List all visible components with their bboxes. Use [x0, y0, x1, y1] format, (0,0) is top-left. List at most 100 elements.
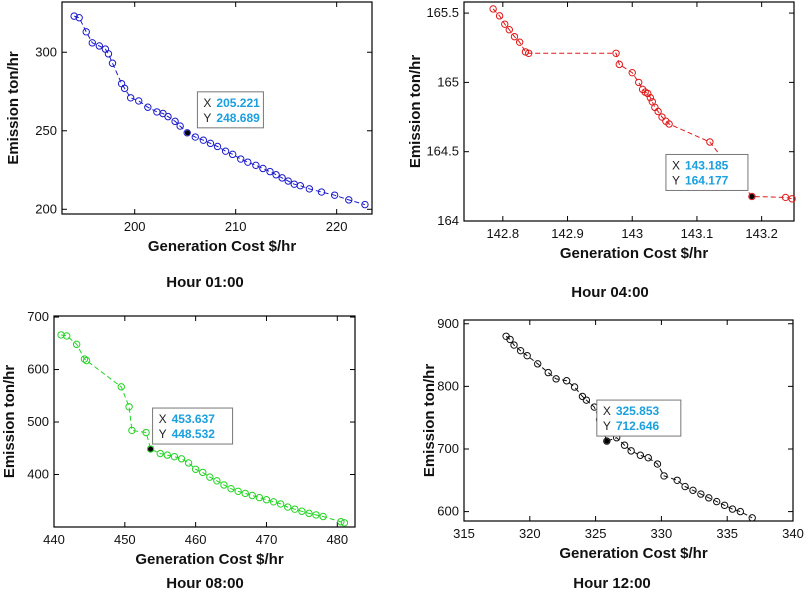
pareto-point: [117, 383, 125, 391]
x-axis-label: Generation Cost $/hr: [135, 551, 284, 568]
pareto-point: [489, 5, 497, 13]
subplot-2: 142.8 142.9 143 143.1 143.2 164 164.5 165 165.5 G…: [407, 1, 796, 301]
pareto-point: [728, 505, 737, 513]
data-tip-x-key: X: [672, 158, 680, 172]
data-cursor-marker[interactable]: [184, 130, 191, 136]
data-tip-x-key: X: [203, 96, 211, 110]
pareto-point: [262, 496, 271, 504]
y-tick-label: 400: [27, 467, 49, 482]
pareto-point: [276, 500, 285, 508]
pareto-point: [523, 351, 531, 360]
hour-caption: Hour 04:00: [571, 284, 649, 301]
pareto-point: [515, 38, 524, 46]
data-tip-box[interactable]: [152, 407, 234, 445]
pareto-point: [164, 112, 172, 121]
data-tip-box[interactable]: [665, 153, 749, 191]
pareto-point: [305, 185, 314, 193]
pareto-point: [63, 332, 71, 340]
y-tick-label: 164.5: [426, 144, 459, 159]
pareto-point: [104, 50, 113, 58]
data-cursor-marker[interactable]: [147, 446, 154, 452]
data-tip-y-key: Y: [159, 427, 167, 441]
pareto-point: [654, 107, 662, 116]
pareto-point: [788, 195, 796, 203]
pareto-point: [552, 375, 560, 383]
data-tip-y-key: Y: [603, 419, 611, 433]
pareto-point: [603, 437, 611, 445]
pareto-point: [213, 477, 221, 485]
pareto-point: [284, 177, 292, 185]
plot-area-frame: [53, 315, 356, 528]
x-tick-label: 142.8: [487, 226, 520, 241]
pareto-point: [305, 509, 313, 518]
pareto-point: [689, 486, 697, 495]
pareto-point: [748, 514, 756, 522]
y-tick-label: 800: [437, 378, 459, 393]
pareto-point: [562, 377, 571, 385]
data-tip-y-value: 248.689: [216, 111, 260, 125]
x-tick-label: 143.2: [745, 226, 778, 241]
x-tick-label: 142.9: [551, 226, 584, 241]
pareto-point: [712, 497, 721, 506]
plot-area-frame: [61, 1, 373, 215]
pareto-point: [248, 491, 257, 500]
data-cursor-marker[interactable]: [604, 438, 610, 444]
plot-area-frame: [463, 1, 795, 222]
x-tick-label: 200: [124, 219, 146, 234]
pareto-point: [697, 490, 705, 498]
x-tick-label: 210: [225, 219, 247, 234]
pareto-point: [80, 355, 89, 363]
pareto-point: [501, 20, 509, 28]
hour-caption: Hour 08:00: [166, 575, 244, 592]
pareto-point: [75, 14, 83, 22]
pareto-point: [206, 139, 215, 148]
y-tick-label: 500: [27, 414, 49, 429]
pareto-point: [646, 93, 655, 102]
x-tick-label: 450: [114, 532, 136, 547]
pareto-point: [278, 174, 286, 182]
pareto-point: [191, 465, 200, 473]
pareto-point: [269, 498, 278, 506]
x-tick-label: 143: [621, 226, 643, 241]
x-tick-label: 143.1: [681, 226, 714, 241]
data-tip-y-key: Y: [672, 173, 680, 187]
pareto-point: [191, 133, 199, 141]
x-tick-label: 440: [43, 532, 65, 547]
pareto-point: [673, 476, 681, 484]
pareto-point: [570, 383, 579, 391]
pareto-point: [298, 507, 306, 515]
y-tick-label: 164: [437, 213, 459, 228]
data-tip-box[interactable]: [196, 91, 264, 129]
pareto-point: [644, 89, 652, 98]
pareto-point: [126, 94, 135, 102]
y-axis-label: Emission ton/hr: [5, 51, 22, 165]
pareto-point: [651, 103, 659, 112]
pareto-point: [183, 129, 191, 137]
pareto-point: [228, 150, 237, 159]
y-tick-label: 700: [437, 441, 459, 456]
pareto-point: [153, 108, 161, 116]
pareto-point: [234, 487, 242, 496]
y-tick-label: 165: [437, 74, 459, 89]
pareto-point: [628, 68, 636, 77]
plot-area-frame: [463, 319, 794, 522]
pareto-point: [237, 155, 245, 163]
data-cursor-marker[interactable]: [749, 193, 755, 200]
pareto-point: [284, 503, 292, 511]
pareto-point: [252, 161, 260, 170]
pareto-front-line: [505, 335, 753, 519]
pareto-point: [578, 392, 587, 401]
pareto-point: [510, 32, 519, 41]
data-tip-box[interactable]: [596, 399, 682, 437]
pareto-point: [312, 511, 320, 519]
pareto-point: [319, 512, 327, 521]
pareto-point: [177, 455, 186, 463]
hour-caption: Hour 12:00: [573, 575, 651, 592]
pareto-point: [516, 346, 525, 355]
pareto-point: [361, 200, 369, 209]
y-axis-label: Emission ton/hr: [1, 365, 18, 479]
pareto-point: [120, 84, 129, 93]
data-tip-y-value: 712.646: [616, 419, 660, 433]
pareto-point: [135, 97, 143, 105]
subplot-1: 200 210 220 200 250 300 Generation Cost $/hr Ho…: [5, 1, 373, 291]
